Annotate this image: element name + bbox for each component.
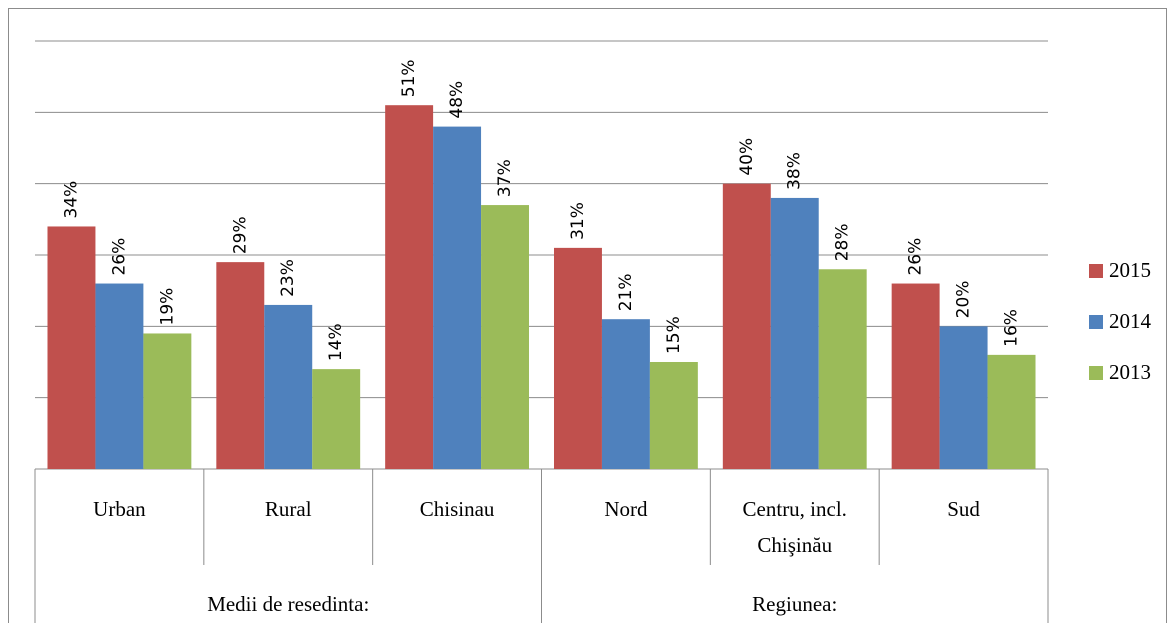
bar xyxy=(939,326,988,469)
bar xyxy=(433,126,482,469)
legend-swatch xyxy=(1089,264,1103,278)
value-label: 28% xyxy=(833,223,853,261)
x-tick-label: Chisinau xyxy=(419,497,495,521)
bar xyxy=(95,283,144,469)
bar xyxy=(553,247,602,469)
value-label: 51% xyxy=(399,59,419,97)
bar xyxy=(601,319,650,469)
bar xyxy=(216,262,265,469)
chart-frame xyxy=(8,8,1167,623)
bar xyxy=(987,354,1036,469)
bar xyxy=(891,283,940,469)
value-label: 37% xyxy=(495,159,515,197)
value-label: 19% xyxy=(157,288,177,326)
bar xyxy=(385,105,434,469)
legend-swatch xyxy=(1089,315,1103,329)
x-tick-label: Nord xyxy=(604,497,648,521)
x-tick-label: Centru, incl. Chişinău xyxy=(742,497,847,557)
group-label: Medii de resedinta: xyxy=(207,592,370,616)
bar xyxy=(770,197,819,469)
value-label: 14% xyxy=(326,323,346,361)
value-label: 20% xyxy=(954,281,974,319)
value-label: 26% xyxy=(906,238,926,276)
value-label: 40% xyxy=(737,138,757,176)
bar xyxy=(264,304,313,469)
x-tick-label: Urban xyxy=(93,497,146,521)
bar xyxy=(312,369,361,469)
bar xyxy=(143,333,192,469)
value-label: 23% xyxy=(278,259,298,297)
x-tick-label: Rural xyxy=(264,497,312,521)
legend-label: 2014 xyxy=(1109,309,1152,333)
value-label: 21% xyxy=(616,273,636,311)
x-tick-label: Sud xyxy=(947,497,980,521)
value-label: 29% xyxy=(230,216,250,254)
legend-swatch xyxy=(1089,366,1103,380)
value-label: 34% xyxy=(61,181,81,219)
value-label: 16% xyxy=(1002,309,1022,347)
value-label: 48% xyxy=(447,81,467,119)
bar xyxy=(722,183,771,469)
legend-label: 2015 xyxy=(1109,258,1151,282)
value-label: 38% xyxy=(785,152,805,190)
value-label: 26% xyxy=(109,238,129,276)
value-label: 15% xyxy=(664,316,684,354)
bar xyxy=(481,205,530,470)
bar xyxy=(649,362,698,469)
value-label: 31% xyxy=(568,202,588,240)
bar xyxy=(47,226,96,469)
legend-label: 2013 xyxy=(1109,360,1151,384)
bar xyxy=(818,269,867,469)
group-label: Regiunea: xyxy=(752,592,838,616)
